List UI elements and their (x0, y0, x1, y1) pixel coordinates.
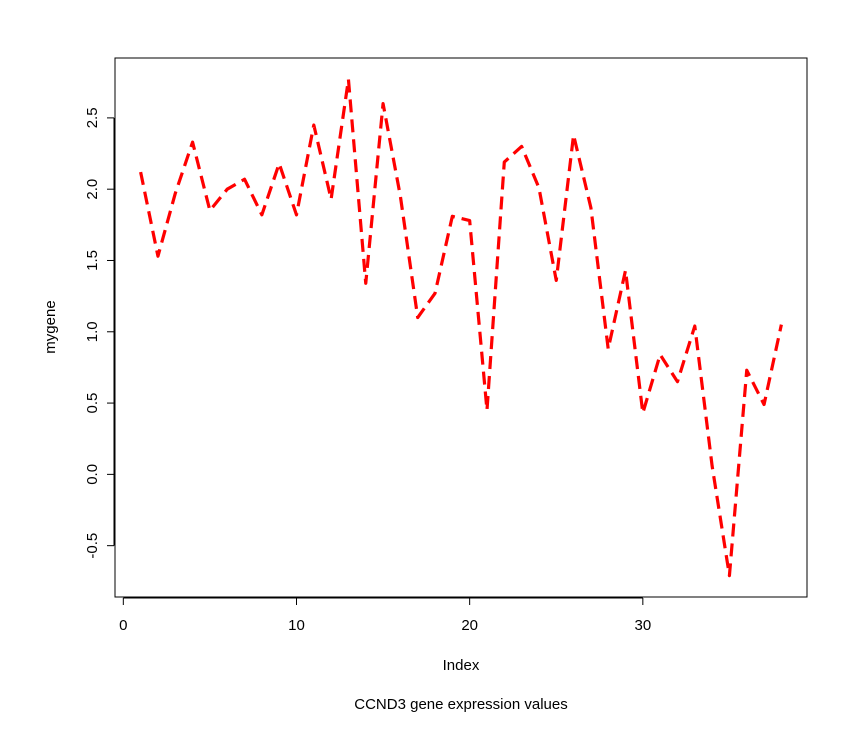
x-axis-label: Index (443, 657, 480, 674)
y-tick-label: 1.0 (84, 321, 101, 342)
y-tick-label: 0.5 (84, 393, 101, 414)
series-line (139, 77, 783, 578)
y-tick-label: 2.0 (84, 179, 101, 200)
y-tick-label: 1.5 (84, 250, 101, 271)
y-tick-label: -0.5 (84, 533, 101, 559)
y-axis: -0.5 0.0 0.5 1.0 1.5 2.0 2.5 (84, 107, 115, 559)
x-tick-label: 0 (119, 617, 127, 634)
x-tick-label: 30 (634, 617, 651, 634)
chart-subtitle: CCND3 gene expression values (354, 696, 567, 713)
x-tick-label: 10 (288, 617, 305, 634)
y-axis-label: mygene (42, 300, 59, 353)
y-tick-label: 2.5 (84, 107, 101, 128)
plot-frame (114, 57, 808, 598)
x-axis: 0 10 20 30 (119, 597, 651, 634)
x-tick-label: 20 (461, 617, 478, 634)
y-tick-label: 0.0 (84, 464, 101, 485)
